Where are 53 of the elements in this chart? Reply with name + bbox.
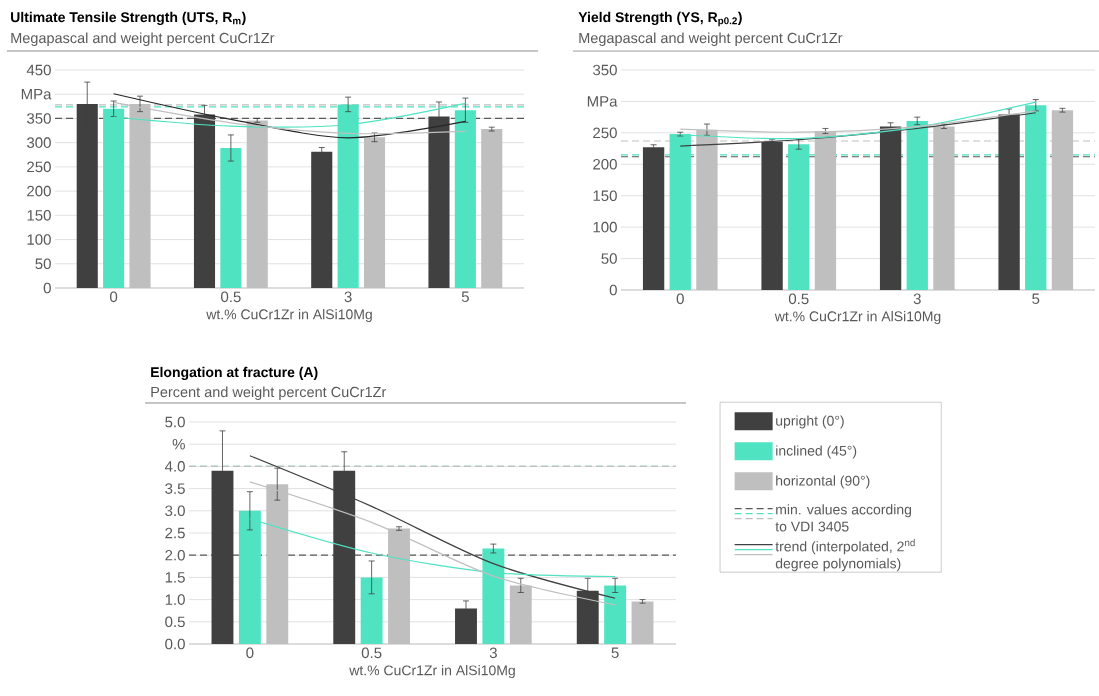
- y-tick-label: 0.0: [165, 638, 185, 650]
- chart-title: Ultimate Tensile Strength (UTS, R$_{m}$): [11, 11, 246, 25]
- x-tick-label: 0.5: [788, 293, 809, 305]
- y-tick-label: 2.0: [165, 549, 185, 561]
- y-tick-label: 250: [593, 127, 617, 139]
- y-tick-label: 1.5: [165, 572, 185, 583]
- y-tick-label: 0: [43, 282, 51, 294]
- y-tick-label: 2.5: [165, 527, 185, 539]
- y-tick-label: 100: [27, 234, 51, 245]
- y-tick-label: 1.0: [165, 594, 185, 605]
- y-tick-label: 50: [601, 253, 617, 264]
- y-tick-label: %: [172, 438, 185, 450]
- y-tick-label: 0.5: [165, 616, 185, 628]
- x-tick-label: 5: [461, 291, 469, 302]
- y-tick-label: 5.0: [165, 416, 185, 428]
- x-tick-label: 3: [913, 293, 921, 305]
- y-tick-label: 450: [26, 64, 51, 76]
- legend-label: inclined (45°): [776, 445, 857, 459]
- y-tick-label: MPa: [587, 96, 618, 107]
- x-tick-label: 0: [110, 291, 118, 303]
- legend-label: upright (0°): [776, 415, 844, 429]
- y-tick-label: 300: [27, 137, 51, 148]
- x-axis-title: wt.% CuCr1Zr in AlSi10Mg: [349, 665, 515, 679]
- x-tick-label: 5: [611, 647, 619, 658]
- x-tick-label: 3: [344, 291, 352, 303]
- y-tick-label: 250: [27, 161, 51, 173]
- x-axis-title: wt.% CuCr1Zr in AlSi10Mg: [774, 311, 941, 325]
- x-tick-label: 3: [489, 647, 497, 659]
- chart-title: Elongation at fracture (A): [151, 366, 318, 380]
- x-tick-label: 0: [676, 293, 684, 305]
- y-tick-label: 350: [27, 113, 51, 124]
- y-tick-label: 3.5: [165, 483, 185, 494]
- y-tick-label: 350: [593, 64, 617, 76]
- y-tick-label: 50: [35, 258, 51, 270]
- chart-subtitle: Percent and weight percent CuCr1Zr: [151, 386, 387, 401]
- x-tick-label: 0: [246, 647, 254, 659]
- y-tick-label: 150: [593, 190, 617, 202]
- x-axis-title: wt.% CuCr1Zr in AlSi10Mg: [206, 309, 372, 323]
- y-tick-label: 200: [593, 158, 617, 170]
- x-tick-label: 0.5: [361, 647, 382, 659]
- chart-subtitle: Megapascal and weight percent CuCr1Zr: [11, 32, 275, 46]
- y-tick-label: 4.0: [164, 461, 185, 472]
- y-tick-label: 100: [593, 221, 617, 233]
- y-tick-label: 150: [27, 210, 51, 221]
- y-tick-label: 3.0: [165, 505, 185, 517]
- chart-title: Yield Strength (YS, R$_{p0.2}$): [578, 11, 742, 27]
- y-tick-label: 200: [27, 185, 51, 197]
- x-tick-label: 0.5: [221, 291, 241, 303]
- chart-subtitle: Megapascal and weight percent CuCr1Zr: [579, 32, 843, 46]
- legend-label: horizontal (90°): [776, 475, 870, 489]
- y-tick-label: MPa: [21, 88, 52, 100]
- x-tick-label: 5: [1032, 293, 1040, 304]
- text: trend (interpolated, 2$^{nd}$ degree polynomials): [775, 538, 915, 572]
